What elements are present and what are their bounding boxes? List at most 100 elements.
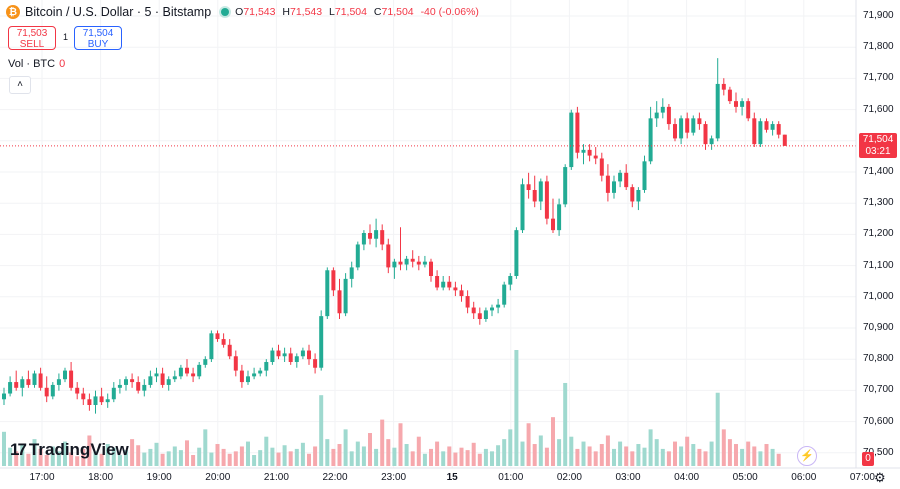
candle bbox=[508, 273, 513, 291]
volume-bar bbox=[197, 447, 202, 466]
volume-bar bbox=[532, 444, 537, 466]
candle bbox=[300, 347, 305, 360]
volume-bar bbox=[715, 392, 720, 466]
candle bbox=[160, 367, 165, 388]
last-price-value: 71,504 bbox=[862, 134, 894, 145]
volume-bar bbox=[130, 439, 135, 466]
candle bbox=[276, 344, 281, 360]
time-tick-label: 03:00 bbox=[615, 472, 641, 483]
candle bbox=[14, 370, 19, 391]
candle bbox=[337, 278, 342, 319]
volume-bar bbox=[154, 442, 159, 466]
gear-icon[interactable]: ⚙ bbox=[874, 470, 886, 485]
candle bbox=[307, 344, 311, 365]
symbol-legend[interactable]: ₿ Bitcoin / U.S. Dollar · 5 · Bitstamp O… bbox=[6, 3, 483, 21]
candle bbox=[331, 267, 336, 297]
close-label: C bbox=[373, 6, 382, 18]
candlestick-series bbox=[2, 58, 787, 414]
candle bbox=[679, 115, 684, 145]
price-tick-label: 71,300 bbox=[863, 197, 894, 209]
price-tick-label: 71,600 bbox=[863, 103, 894, 115]
volume-bar bbox=[624, 446, 629, 466]
candle bbox=[483, 307, 488, 322]
volume-legend[interactable]: Vol · BTC 0 bbox=[8, 58, 65, 70]
candle bbox=[544, 175, 549, 225]
candle bbox=[20, 376, 25, 397]
tradingview-logo-text: TradingView bbox=[28, 440, 129, 459]
volume-bar bbox=[75, 456, 80, 466]
time-tick-label: 23:00 bbox=[381, 472, 407, 483]
volume-bar bbox=[776, 453, 781, 466]
volume-bar bbox=[111, 447, 116, 466]
volume-bar bbox=[758, 451, 763, 466]
volume-bar bbox=[404, 444, 409, 466]
candle bbox=[490, 304, 494, 317]
volume-bar bbox=[374, 448, 379, 466]
candle bbox=[209, 330, 214, 362]
candle bbox=[734, 92, 738, 113]
volume-bar bbox=[368, 433, 372, 466]
volume-bar bbox=[599, 444, 604, 466]
volume-bar bbox=[136, 445, 141, 466]
candle bbox=[526, 172, 531, 199]
volume-bar bbox=[26, 453, 31, 466]
volume-bars bbox=[2, 350, 781, 466]
candle bbox=[191, 367, 196, 383]
volume-bar bbox=[679, 446, 684, 466]
time-tick-label: 06:00 bbox=[791, 472, 817, 483]
volume-bar bbox=[20, 444, 25, 466]
candle bbox=[477, 307, 482, 325]
volume-bar bbox=[8, 447, 13, 466]
volume-bar bbox=[44, 455, 49, 466]
volume-bar bbox=[142, 452, 147, 466]
volume-bar bbox=[709, 441, 714, 466]
candle bbox=[782, 134, 787, 146]
volume-bar bbox=[520, 441, 525, 466]
time-tick-label: 07:00 bbox=[849, 472, 875, 483]
candle bbox=[429, 258, 433, 282]
lightning-icon[interactable]: ⚡ bbox=[797, 446, 817, 466]
sell-button[interactable]: 71,503 SELL bbox=[8, 26, 56, 50]
volume-bar bbox=[642, 447, 647, 466]
sell-price: 71,503 bbox=[16, 28, 48, 39]
volume-bar bbox=[575, 448, 580, 466]
time-tick-label: 20:00 bbox=[205, 472, 231, 483]
volume-legend-label: Vol · BTC bbox=[8, 58, 56, 70]
volume-bar bbox=[422, 453, 427, 466]
volume-bar bbox=[81, 448, 86, 466]
candle bbox=[465, 290, 470, 314]
candle bbox=[264, 359, 269, 377]
candle bbox=[453, 281, 458, 297]
volume-bar bbox=[209, 452, 214, 466]
volume-bar bbox=[508, 429, 513, 466]
price-tick-label: 71,700 bbox=[863, 72, 894, 84]
candle bbox=[520, 178, 525, 233]
volume-bar bbox=[636, 444, 641, 466]
candle bbox=[197, 362, 202, 380]
candle bbox=[63, 367, 67, 383]
volume-bar bbox=[319, 395, 324, 466]
candle bbox=[325, 267, 330, 319]
open-value: 71,543 bbox=[243, 6, 276, 18]
candle bbox=[673, 118, 677, 142]
time-tick-label: 04:00 bbox=[674, 472, 700, 483]
low-value: 71,504 bbox=[334, 6, 367, 18]
volume-bar bbox=[630, 451, 635, 466]
candle bbox=[581, 144, 586, 165]
buy-button[interactable]: 71,504 BUY bbox=[74, 26, 122, 50]
close-value: 71,504 bbox=[381, 6, 414, 18]
price-tick-label: 71,200 bbox=[863, 228, 894, 240]
volume-bar bbox=[685, 436, 690, 466]
volume-bar bbox=[233, 451, 238, 466]
volume-bar bbox=[14, 451, 19, 466]
tradingview-logo[interactable]: 17 TradingView bbox=[10, 440, 129, 460]
symbol-title[interactable]: Bitcoin / U.S. Dollar · 5 · Bitstamp bbox=[25, 5, 212, 19]
volume-bar bbox=[740, 448, 745, 466]
collapse-legend-button[interactable]: ˄ bbox=[9, 76, 31, 94]
bitcoin-icon: ₿ bbox=[6, 5, 20, 19]
volume-bar bbox=[502, 439, 507, 466]
candle bbox=[532, 175, 537, 208]
candle bbox=[87, 393, 92, 411]
volume-bar bbox=[563, 382, 568, 466]
